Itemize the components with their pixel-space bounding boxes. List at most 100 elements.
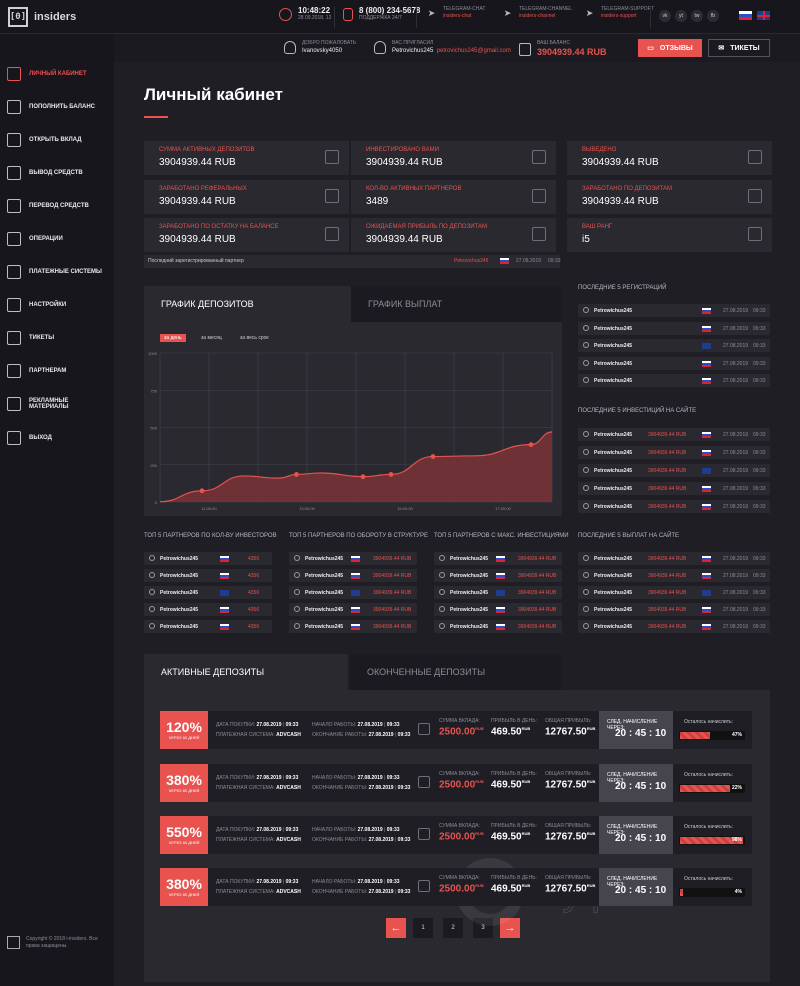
twitter-icon[interactable]: tw	[691, 10, 703, 22]
row-user[interactable]: Petrowichus245	[594, 468, 633, 474]
row-user[interactable]: Petrowichus245	[160, 607, 199, 613]
sidebar-item[interactable]: ПЛАТЕЖНЫЕ СИСТЕМЫ	[7, 265, 107, 279]
sidebar-item[interactable]: РЕКЛАМНЫЕ МАТЕРИАЛЫ	[7, 397, 107, 411]
flag-ru-icon	[220, 607, 229, 613]
value: 09:33	[386, 775, 400, 781]
row-user[interactable]: Petrowichus245	[594, 624, 633, 630]
tab-finished-deposits[interactable]: ОКОНЧЕННЫЕ ДЕПОЗИТЫ	[350, 654, 562, 690]
row-user[interactable]: Petrowichus245	[160, 624, 199, 630]
sidebar-item[interactable]: ОТКРЫТЬ ВКЛАД	[7, 133, 107, 147]
user-icon	[149, 606, 155, 612]
youtube-icon[interactable]: yt	[675, 10, 687, 22]
label: ОКОНЧАНИЕ РАБОТЫ:	[312, 837, 368, 843]
row-user[interactable]: Petrowichus245	[594, 607, 633, 613]
phone-number[interactable]: 8 (800) 234-5678	[359, 6, 421, 15]
prev-page-button[interactable]: ←	[386, 918, 406, 938]
telegram-channel[interactable]: ➤ TELEGRAM-CHANNEL insiders-channel	[502, 6, 572, 20]
row-amount: 3904939.44 RUB	[648, 573, 687, 579]
progress-fill	[680, 732, 711, 739]
sidebar-item[interactable]: НАСТРОЙКИ	[7, 298, 107, 312]
sidebar-item[interactable]: ПЕРЕВОД СРЕДСТВ	[7, 199, 107, 213]
facebook-icon[interactable]: fb	[707, 10, 719, 22]
page-1-button[interactable]: 1	[413, 918, 433, 938]
filter-day[interactable]: за день	[160, 334, 186, 342]
sidebar-item[interactable]: ВЫВОД СРЕДСТВ	[7, 166, 107, 180]
value: ADVCASH	[276, 837, 301, 843]
phone-block[interactable]: 8 (800) 234-5678 ПОДДЕРЖКА 24/7	[343, 6, 420, 22]
row-user[interactable]: Petrowichus245	[450, 573, 489, 579]
tickets-label: ТИКЕТЫ	[730, 44, 760, 52]
row-user[interactable]: Petrowichus245	[594, 308, 633, 314]
deposit-end: ОКОНЧАНИЕ РАБОТЫ: 27.08.2019 | 09:33	[312, 785, 411, 791]
brand-logo[interactable]: [0] insiders	[8, 7, 76, 27]
row-user[interactable]: Petrowichus245	[594, 360, 633, 367]
row-user[interactable]: Petrowichus245	[160, 573, 199, 579]
currency: RUB	[475, 779, 484, 784]
telegram-support-link[interactable]: insiders-support	[601, 13, 637, 19]
row-user[interactable]: Petrowichus245	[305, 590, 344, 596]
next-page-button[interactable]: →	[500, 918, 520, 938]
row-user[interactable]: Petrowichus245	[450, 624, 489, 630]
copyright-text: Copyright © 2018 i-insiders. Все права з…	[26, 936, 98, 949]
page-2-button[interactable]: 2	[443, 918, 463, 938]
row-user[interactable]: Petrowichus245	[305, 573, 344, 579]
telegram-chat-link[interactable]: insiders-chat	[443, 13, 472, 19]
user-icon	[583, 503, 589, 509]
row-user[interactable]: Petrowichus245	[594, 573, 633, 579]
invited-label: ВАС ПРИГЛАСИЛ	[392, 40, 434, 46]
timer-value: 20 : 45 : 10	[615, 885, 667, 896]
last-partner-user[interactable]: Petrovichus245	[454, 258, 489, 264]
value: 27.08.2019	[357, 775, 383, 781]
vk-icon[interactable]: vk	[659, 10, 671, 22]
telegram-support[interactable]: ➤ TELEGRAM-SUPPORT insiders-support	[584, 6, 655, 20]
flag-ru-icon[interactable]	[739, 11, 752, 20]
sidebar-item[interactable]: ЛИЧНЫЙ КАБИНЕТ	[7, 67, 107, 81]
sidebar-item[interactable]: ОПЕРАЦИИ	[7, 232, 107, 246]
row-user[interactable]: Petrowichus245	[594, 343, 633, 350]
row-user[interactable]: Petrowichus245	[450, 590, 489, 596]
row-user[interactable]: Petrowichus245	[305, 607, 344, 613]
telegram-chat[interactable]: ➤ TELEGRAM-CHAT insiders-chat	[426, 6, 486, 20]
row-user[interactable]: Petrowichus245	[594, 378, 633, 385]
inviter-email[interactable]: petrovichus245@gmail.com	[436, 48, 511, 54]
top-turnover-row: Petrowichus245 3904939.44 RUB	[289, 552, 417, 565]
telegram-channel-link[interactable]: insiders-channel	[519, 13, 556, 19]
row-user[interactable]: Petrowichus245	[305, 556, 344, 562]
row-value: 3904939.44 RUB	[373, 573, 412, 579]
row-user[interactable]: Petrowichus245	[305, 624, 344, 630]
timer-value: 20 : 45 : 10	[615, 833, 667, 844]
page-3-button[interactable]: 3	[473, 918, 493, 938]
currency: RUB	[586, 726, 596, 731]
sidebar-item[interactable]: ПОПОЛНИТЬ БАЛАНС	[7, 100, 107, 114]
flag-ru-icon	[702, 607, 711, 613]
language-switcher	[739, 11, 770, 20]
tab-deposits-chart[interactable]: ГРАФИК ДЕПОЗИТОВ	[144, 286, 349, 322]
row-user[interactable]: Petrowichus245	[160, 556, 199, 562]
row-user[interactable]: Petrowichus245	[450, 607, 489, 613]
row-user[interactable]: Petrowichus245	[160, 590, 199, 596]
row-user[interactable]: Petrowichus245	[594, 450, 633, 456]
filter-all[interactable]: за весь срок	[240, 335, 269, 341]
tickets-button[interactable]: ✉ ТИКЕТЫ	[708, 39, 770, 57]
progress-percent: 22%	[731, 785, 742, 791]
sidebar-item[interactable]: ВЫХОД	[7, 431, 107, 445]
row-user[interactable]: Petrowichus245	[594, 590, 633, 596]
row-user[interactable]: Petrowichus245	[594, 325, 633, 332]
row-date: 27.08.2019	[723, 360, 749, 367]
row-user[interactable]: Petrowichus245	[594, 432, 633, 438]
filter-month[interactable]: за месяц	[201, 335, 222, 341]
payout-row: Petrowichus245 3904939.44 RUB 27.08.2019 09…	[578, 552, 770, 565]
row-user[interactable]: Petrowichus245	[594, 486, 633, 492]
sidebar-item[interactable]: ТИКЕТЫ	[7, 331, 107, 345]
tab-active-deposits[interactable]: АКТИВНЫЕ ДЕПОЗИТЫ	[144, 654, 348, 690]
reviews-button[interactable]: ▭ ОТЗЫВЫ	[638, 39, 702, 57]
flag-uk-icon[interactable]	[757, 11, 770, 20]
row-user[interactable]: Petrowichus245	[450, 556, 489, 562]
row-user[interactable]: Petrowichus245	[594, 556, 633, 562]
tab-payouts-chart[interactable]: ГРАФИК ВЫПЛАТ	[351, 286, 562, 322]
currency: RUB	[475, 883, 484, 888]
row-user[interactable]: Petrowichus245	[594, 504, 633, 510]
row-value: 4356	[248, 624, 260, 630]
sidebar-item[interactable]: ПАРТНЕРАМ	[7, 364, 107, 378]
growth-icon	[532, 150, 546, 164]
